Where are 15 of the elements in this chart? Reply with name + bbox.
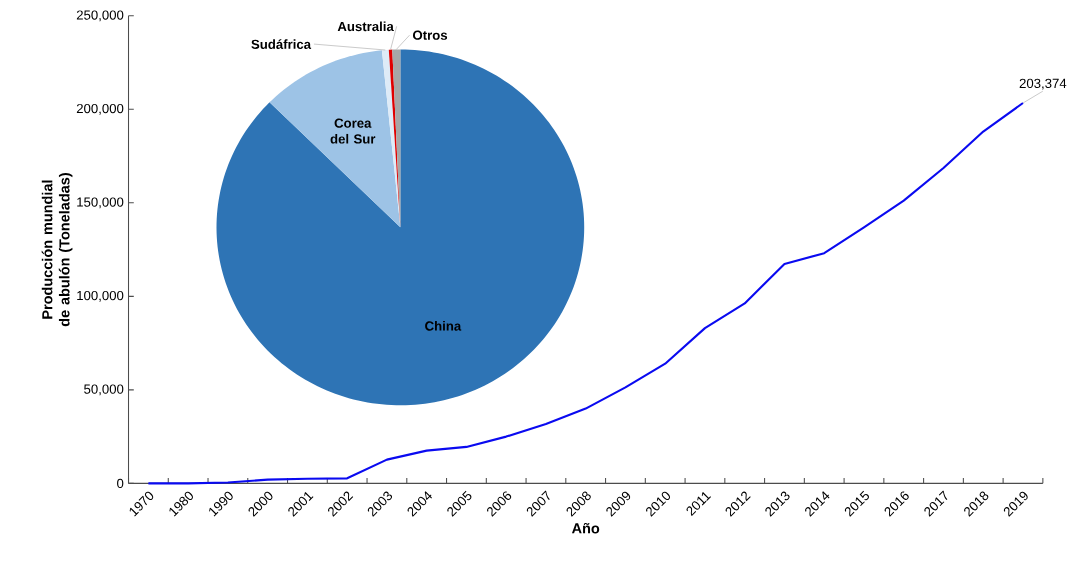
y-tick-label: 50,000: [84, 384, 124, 396]
line-series: [147, 101, 1025, 485]
x-axis-title: Año: [571, 522, 600, 534]
slice-label: Otros: [412, 30, 448, 40]
y-tick-label: 150,000: [77, 197, 124, 209]
slice-label: Australia: [337, 21, 394, 31]
slice-label: Sudáfrica: [251, 38, 312, 49]
slice-label: China: [425, 320, 462, 331]
y-tick-label: 200,000: [76, 103, 124, 115]
y-axis-title: Producción mundial de abulón (Toneladas): [41, 172, 73, 326]
slice-label: Corea del Sur: [330, 118, 376, 144]
data-label: 203,374: [1019, 78, 1067, 90]
y-tick-label: 0: [117, 478, 124, 488]
y-tick-label: 250,000: [76, 10, 124, 22]
y-tick-label: 100,000: [77, 290, 124, 302]
